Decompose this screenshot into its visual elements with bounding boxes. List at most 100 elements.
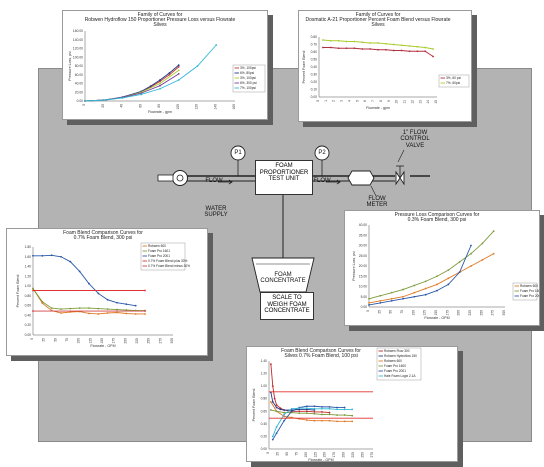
x-tick-label: 175 [112, 338, 116, 344]
x-tick-label: 100 [304, 452, 308, 458]
data-point [140, 93, 143, 96]
y-tick-label: 120.00 [73, 47, 83, 51]
x-tick-label: 150 [434, 310, 438, 316]
data-point [351, 408, 354, 411]
data-point [390, 291, 393, 294]
x-tick-label: 250 [361, 452, 365, 458]
data-point [322, 46, 324, 49]
data-point [361, 48, 364, 50]
data-point [269, 409, 272, 411]
y-tick-label: 0.40 [25, 313, 32, 317]
data-point [336, 406, 338, 409]
data-point [125, 303, 128, 306]
y-tick-label: 0.20 [311, 80, 318, 84]
data-point [116, 311, 118, 314]
chart-title-line: Dosmatic A-21 Proportioner Percent Foam … [305, 17, 450, 23]
data-point [313, 407, 316, 410]
data-point [313, 405, 316, 408]
data-point [377, 48, 379, 51]
y-tick-label: 1.20 [25, 274, 32, 278]
data-point [298, 408, 301, 411]
x-tick-label: 150 [323, 452, 327, 458]
data-point [402, 288, 404, 291]
data-point [88, 282, 90, 285]
data-point [328, 413, 331, 416]
data-point [458, 271, 461, 274]
x-tick-label: 75 [400, 310, 404, 314]
y-axis-label: Pressure Loss, psi [68, 51, 72, 81]
chart-title-line: Pressure Loss Comparison Curves for [395, 212, 480, 218]
x-tick-label: 10 [395, 100, 399, 104]
y-tick-label: 1.60 [25, 255, 32, 259]
data-point [408, 45, 411, 47]
x-tick-label: 275 [491, 310, 495, 316]
x-tick-label: 100 [411, 310, 415, 316]
data-point [379, 299, 382, 302]
data-point [458, 261, 461, 263]
data-point [97, 292, 100, 295]
data-point [298, 410, 301, 413]
x-tick-label: 6 [363, 100, 367, 102]
y-axis-label: Percent Foam Blend [302, 51, 306, 84]
y-tick-label: 0.20 [261, 434, 268, 438]
x-axis-label: Flowrate - GPM [424, 316, 449, 320]
data-point [424, 293, 427, 296]
data-point [116, 301, 118, 304]
legend-entry: Foam Pro 2001 [148, 254, 170, 258]
y-tick-label: 0.00 [311, 95, 318, 99]
data-point [369, 48, 372, 50]
y-tick-label: 0.70 [311, 43, 318, 47]
data-point [144, 289, 146, 292]
x-tick-label: 200 [457, 310, 461, 316]
x-tick-label: 13 [418, 100, 422, 104]
data-point [144, 313, 146, 315]
chart-card-foam-blend-300psi: Foam Blend Comparison Curves for 0.7% Foa… [6, 228, 208, 356]
x-axis-label: Flowrate - gpm [366, 106, 390, 110]
data-point [125, 309, 128, 311]
data-point [402, 295, 404, 298]
data-point [69, 307, 72, 310]
data-point [361, 41, 364, 44]
data-point [416, 45, 419, 48]
data-point [321, 411, 323, 413]
chart-card-dosmatic-foam-blend: Family of Curves for Dosmatic A-21 Propor… [298, 10, 472, 122]
y-tick-label: 0.10 [311, 88, 318, 92]
x-tick-label: 25 [275, 452, 279, 456]
data-point [368, 304, 370, 306]
data-point [215, 44, 218, 46]
data-point [328, 405, 331, 408]
x-tick-label: 160 [232, 104, 236, 110]
data-point [305, 408, 308, 411]
chart-pressure-loss-comparison: Pressure Loss Comparison Curves for0.3% … [352, 212, 539, 320]
data-point [275, 432, 278, 435]
data-point [275, 410, 278, 413]
data-point [424, 46, 427, 49]
x-tick-label: 3 [340, 100, 344, 102]
y-axis-label: Percent Foam Blend [252, 389, 256, 422]
data-point [305, 412, 308, 415]
y-tick-label: 30.00 [359, 244, 367, 248]
data-point [400, 44, 403, 47]
x-tick-label: 275 [158, 338, 162, 344]
data-point [436, 275, 438, 278]
data-point [402, 297, 404, 300]
x-tick-label: 5 [355, 100, 359, 102]
x-tick-label: 275 [370, 452, 374, 458]
data-point [470, 252, 472, 255]
data-point [144, 310, 146, 312]
control-valve-label: 1" FLOW CONTROL VALVE [400, 130, 430, 149]
x-tick-label: 80 [157, 104, 161, 108]
data-point [432, 55, 434, 58]
data-point [321, 419, 323, 422]
data-point [298, 412, 301, 415]
x-axis-label: Flowrate - GPM [90, 344, 115, 348]
data-point [41, 254, 44, 257]
data-point [337, 39, 340, 42]
data-point [369, 42, 372, 44]
x-tick-label: 250 [147, 338, 151, 344]
data-point [390, 297, 393, 300]
data-point [177, 79, 180, 81]
chart-title-line: Silves [371, 22, 385, 28]
legend-entry: 6%, 300 psi [240, 81, 257, 85]
data-point [368, 297, 370, 300]
